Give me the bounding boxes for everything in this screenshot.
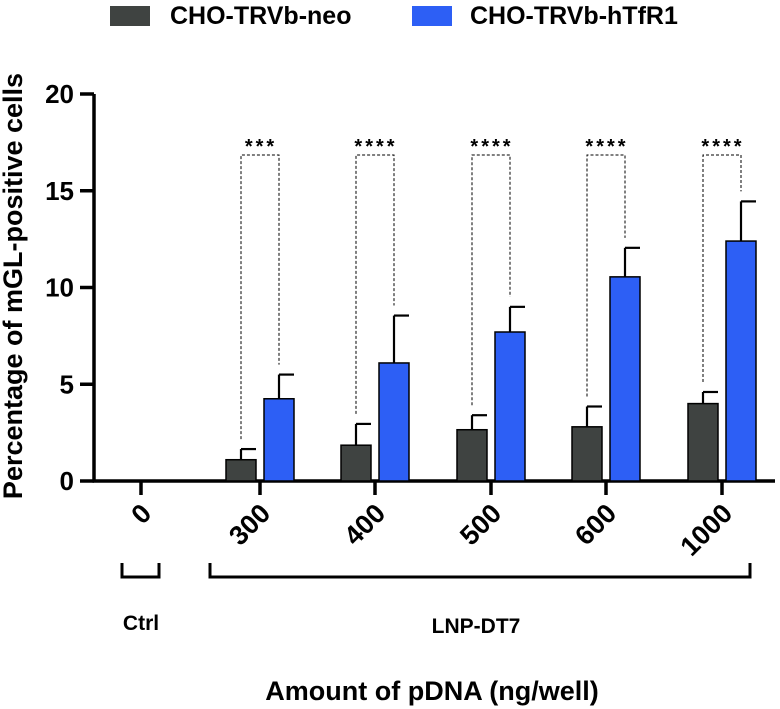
y-ticks: 0 5 10 15 20 — [45, 79, 94, 496]
bar-htfr1-600 — [609, 276, 641, 482]
bar-htfr1-1000 — [725, 240, 757, 482]
significance-connector-1000 — [702, 154, 742, 382]
significance-connector-600 — [586, 154, 626, 397]
ctrl-bracket — [120, 563, 161, 579]
ctrl-group-label: Ctrl — [123, 612, 159, 635]
y-tick-label: 15 — [45, 176, 74, 206]
group-brackets: Ctrl LNP-DT7 — [120, 563, 752, 638]
legend-label-neo: CHO-TRVb-neo — [170, 2, 351, 30]
significance-label-1000: **** — [701, 136, 744, 158]
y-tick-label: 10 — [45, 273, 74, 303]
x-tick-label-500: 500 — [454, 498, 507, 551]
significance-label-400: **** — [354, 136, 397, 158]
significance-markers: *** **** **** **** **** — [240, 136, 744, 440]
y-tick-label: 20 — [45, 79, 74, 109]
significance-label-600: **** — [585, 136, 628, 158]
legend: CHO-TRVb-neo CHO-TRVb-hTfR1 — [110, 2, 678, 30]
significance-label-300: *** — [245, 136, 277, 158]
y-axis-title: Percentage of mGL-positive cells — [0, 73, 28, 499]
significance-connector-500 — [471, 154, 511, 406]
legend-swatch-htfr1 — [412, 6, 452, 26]
bar-htfr1-300 — [263, 398, 295, 482]
bars — [225, 200, 757, 482]
x-tick-label-1000: 1000 — [675, 498, 739, 562]
x-tick-label-600: 600 — [569, 498, 622, 551]
x-axis-title: Amount of pDNA (ng/well) — [265, 676, 598, 706]
bar-htfr1-500 — [494, 331, 526, 482]
significance-label-500: **** — [470, 136, 513, 158]
x-tick-label-400: 400 — [338, 498, 391, 551]
y-tick-label: 0 — [60, 466, 74, 496]
legend-swatch-neo — [110, 6, 150, 26]
lnp-dt7-bracket — [208, 563, 752, 579]
legend-label-htfr1: CHO-TRVb-hTfR1 — [470, 2, 678, 30]
x-ticks: 0 300 400 500 600 1000 — [125, 481, 738, 562]
bar-htfr1-400 — [378, 362, 410, 482]
y-tick-label: 5 — [60, 369, 74, 399]
lnp-dt7-group-label: LNP-DT7 — [432, 615, 521, 638]
significance-connector-400 — [355, 154, 395, 414]
bar-neo-1000 — [687, 402, 719, 482]
significance-connector-300 — [240, 154, 280, 440]
bar-neo-300 — [225, 458, 257, 482]
bar-neo-400 — [340, 444, 372, 482]
x-tick-label-0: 0 — [125, 498, 157, 530]
bar-neo-600 — [571, 426, 603, 482]
bar-neo-500 — [456, 428, 488, 482]
x-tick-label-300: 300 — [223, 498, 276, 551]
